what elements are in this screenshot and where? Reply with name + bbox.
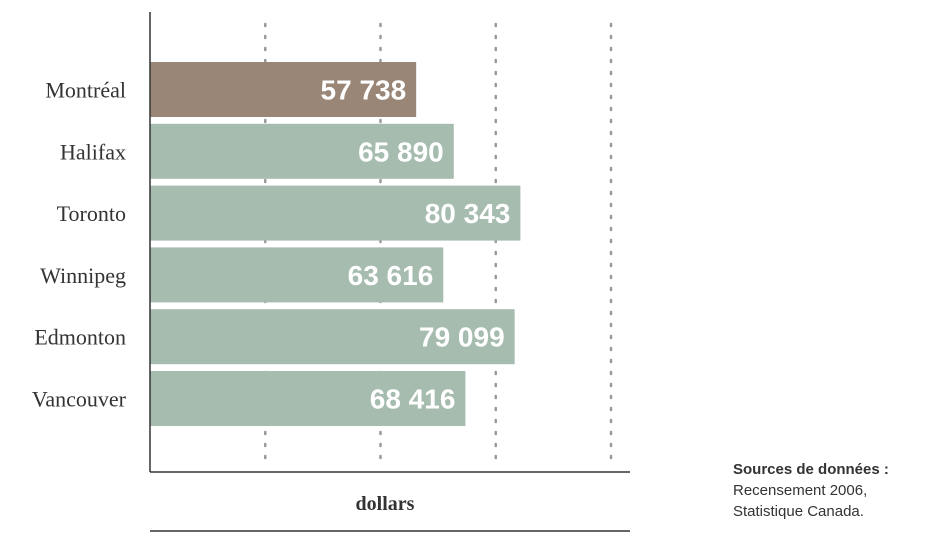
bar-5 [150,371,466,426]
category-label: Vancouver [32,387,127,412]
category-label: Montréal [45,78,126,103]
bar-value-label: 63 616 [348,260,434,291]
bar-1 [150,123,454,179]
category-label: Winnipeg [40,263,126,288]
bar-value-label: 65 890 [358,136,444,167]
source-line-2: Statistique Canada. [733,503,864,520]
bar-0 [150,62,417,117]
bar-value-label: 57 738 [321,75,407,106]
bar-2 [150,185,521,241]
category-label: Halifax [60,139,126,164]
source-note: Sources de données : Recensement 2006, S… [733,459,889,522]
bar-4 [150,309,515,365]
bar-value-label: 79 099 [419,322,505,353]
source-line-1: Recensement 2006, [733,482,868,499]
bar-3 [150,247,444,303]
x-axis-label: dollars [356,493,415,515]
bars: 57 738 Montréal 65 890 Halifax 80 343 Toronto… [32,62,521,426]
bar-value-label: 68 416 [370,384,456,415]
source-title: Sources de données : [733,461,889,478]
category-label: Toronto [57,201,126,226]
category-label: Edmonton [34,325,126,350]
bar-value-label: 80 343 [425,198,511,229]
